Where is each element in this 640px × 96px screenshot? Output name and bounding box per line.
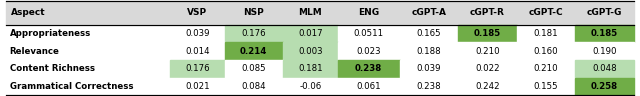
Text: 0.039: 0.039 <box>185 29 209 38</box>
Bar <box>516 42 575 60</box>
Text: 0.188: 0.188 <box>417 47 442 56</box>
Text: 0.176: 0.176 <box>241 29 266 38</box>
Bar <box>225 60 283 77</box>
Bar <box>458 42 516 60</box>
Text: 0.084: 0.084 <box>241 82 266 91</box>
Text: VSP: VSP <box>188 8 207 17</box>
Bar <box>458 25 516 42</box>
Text: 0.185: 0.185 <box>591 29 618 38</box>
Bar <box>400 42 458 60</box>
Text: 0.181: 0.181 <box>298 64 323 73</box>
Bar <box>283 60 337 77</box>
Text: 0.242: 0.242 <box>476 82 500 91</box>
Text: 0.023: 0.023 <box>356 47 381 56</box>
Text: 0.014: 0.014 <box>185 47 209 56</box>
Text: Grammatical Correctness: Grammatical Correctness <box>10 82 133 91</box>
Bar <box>170 77 225 95</box>
Text: ENG: ENG <box>358 8 380 17</box>
Bar <box>337 77 400 95</box>
Text: 0.017: 0.017 <box>298 29 323 38</box>
Text: 0.258: 0.258 <box>591 82 618 91</box>
Bar <box>6 60 170 77</box>
Bar <box>575 60 634 77</box>
Text: 0.210: 0.210 <box>534 64 558 73</box>
Bar <box>337 42 400 60</box>
Text: Appropriateness: Appropriateness <box>10 29 91 38</box>
Text: 0.061: 0.061 <box>356 82 381 91</box>
Text: Aspect: Aspect <box>12 8 46 17</box>
Text: 0.022: 0.022 <box>476 64 500 73</box>
Bar <box>225 77 283 95</box>
Bar <box>400 25 458 42</box>
Text: cGPT-G: cGPT-G <box>587 8 622 17</box>
Text: 0.210: 0.210 <box>476 47 500 56</box>
Bar <box>337 25 400 42</box>
Text: 0.181: 0.181 <box>534 29 558 38</box>
Bar <box>6 1 634 25</box>
Text: 0.160: 0.160 <box>534 47 558 56</box>
Bar <box>170 25 225 42</box>
Bar <box>6 77 170 95</box>
Text: 0.185: 0.185 <box>474 29 501 38</box>
Text: Content Richness: Content Richness <box>10 64 95 73</box>
Text: 0.003: 0.003 <box>298 47 323 56</box>
Bar <box>283 42 337 60</box>
Bar <box>575 42 634 60</box>
Text: 0.176: 0.176 <box>185 64 209 73</box>
Bar <box>458 77 516 95</box>
Text: cGPT-R: cGPT-R <box>470 8 505 17</box>
Bar <box>575 77 634 95</box>
Bar <box>6 25 170 42</box>
Bar <box>575 25 634 42</box>
Text: 0.0511: 0.0511 <box>354 29 384 38</box>
Bar <box>400 77 458 95</box>
Text: 0.039: 0.039 <box>417 64 442 73</box>
Text: 0.155: 0.155 <box>534 82 558 91</box>
Text: 0.238: 0.238 <box>417 82 442 91</box>
Text: Relevance: Relevance <box>10 47 60 56</box>
Bar <box>516 77 575 95</box>
Text: 0.085: 0.085 <box>241 64 266 73</box>
Text: 0.214: 0.214 <box>240 47 268 56</box>
Bar <box>337 60 400 77</box>
Text: 0.238: 0.238 <box>355 64 382 73</box>
Bar <box>400 60 458 77</box>
Bar <box>283 77 337 95</box>
Text: MLM: MLM <box>298 8 322 17</box>
Text: 0.021: 0.021 <box>185 82 209 91</box>
Text: 0.190: 0.190 <box>592 47 616 56</box>
Text: 0.048: 0.048 <box>592 64 617 73</box>
Bar <box>170 42 225 60</box>
Text: cGPT-C: cGPT-C <box>529 8 563 17</box>
Bar <box>6 42 170 60</box>
Bar <box>225 42 283 60</box>
Bar <box>170 60 225 77</box>
Text: 0.165: 0.165 <box>417 29 442 38</box>
Bar <box>458 60 516 77</box>
Bar <box>283 25 337 42</box>
Bar <box>516 25 575 42</box>
Text: cGPT-A: cGPT-A <box>412 8 447 17</box>
Text: NSP: NSP <box>243 8 264 17</box>
Bar <box>225 25 283 42</box>
Bar <box>516 60 575 77</box>
Text: -0.06: -0.06 <box>299 82 321 91</box>
